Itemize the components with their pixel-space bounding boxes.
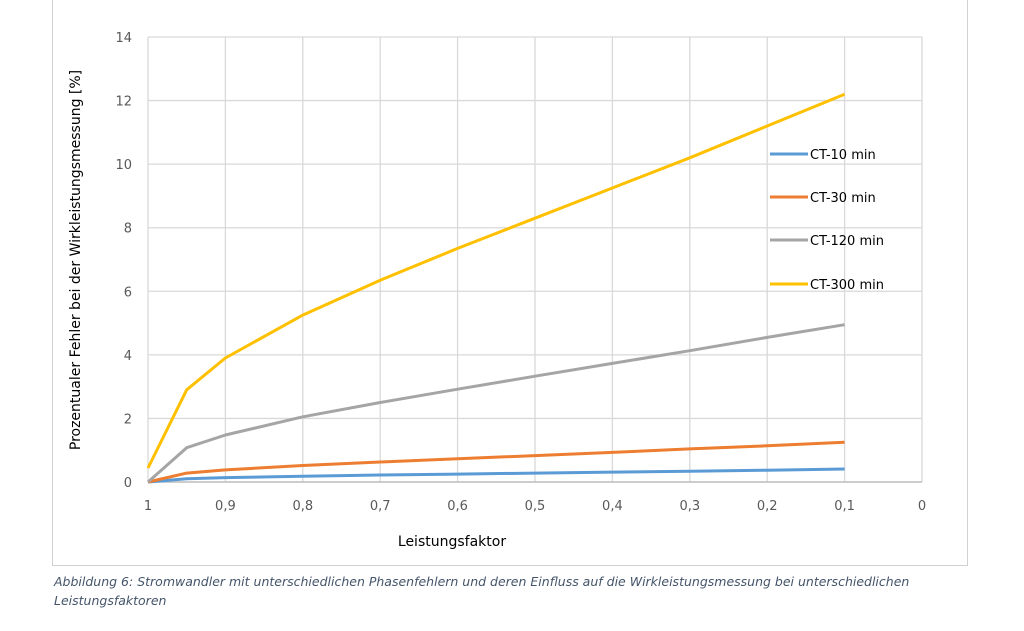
- x-tick-label: 0,5: [525, 499, 546, 514]
- x-tick-label: 0,4: [602, 499, 623, 514]
- y-tick-label: 12: [115, 95, 132, 110]
- x-axis-ticks: 1 0,9 0,8 0,7 0,6 0,5 0,4 0,3 0,2 0,1 0: [144, 499, 926, 514]
- legend: CT-10 min CT-30 min CT-120 min CT-300 min: [770, 148, 884, 293]
- x-tick-label: 0,8: [292, 499, 313, 514]
- figure-caption: Abbildung 6: Stromwandler mit unterschie…: [54, 574, 910, 608]
- y-tick-label: 10: [115, 158, 132, 173]
- x-tick-label: 0,7: [370, 499, 391, 514]
- y-axis-ticks: 0 2 4 6 8 10 12 14: [115, 31, 132, 491]
- legend-label: CT-30 min: [810, 191, 876, 206]
- x-tick-label: 0,1: [834, 499, 855, 514]
- legend-item: CT-120 min: [770, 234, 884, 249]
- x-tick-label: 0: [918, 499, 926, 514]
- series-line-ct-10-min: [147, 467, 845, 484]
- series-line-ct-120-min: [147, 323, 845, 484]
- x-tick-label: 0,6: [447, 499, 468, 514]
- line-chart: 0 2 4 6 8 10 12 14 1 0,9 0,8 0,7 0,6 0,5 0,4 0,3 0,2 0,1…: [68, 31, 926, 550]
- grid-lines: [147, 36, 923, 483]
- legend-label: CT-10 min: [810, 148, 876, 163]
- y-tick-label: 6: [124, 285, 132, 300]
- y-tick-label: 4: [124, 349, 132, 364]
- x-tick-label: 1: [144, 499, 152, 514]
- y-tick-label: 0: [124, 476, 132, 491]
- legend-item: CT-30 min: [770, 191, 876, 206]
- legend-item: CT-300 min: [770, 278, 884, 293]
- legend-label: CT-120 min: [810, 234, 884, 249]
- x-tick-label: 0,3: [679, 499, 700, 514]
- series-line-ct-300-min: [146, 92, 846, 469]
- x-tick-label: 0,9: [215, 499, 236, 514]
- y-tick-label: 2: [124, 412, 132, 427]
- x-tick-label: 0,2: [757, 499, 778, 514]
- legend-label: CT-300 min: [810, 278, 884, 293]
- x-axis-title: Leistungsfaktor: [398, 534, 506, 550]
- data-series: [146, 92, 846, 484]
- series-line-ct-30-min: [147, 440, 845, 484]
- y-tick-label: 14: [115, 31, 132, 46]
- legend-item: CT-10 min: [770, 148, 876, 163]
- y-tick-label: 8: [124, 222, 132, 237]
- y-axis-title: Prozentualer Fehler bei der Wirkleistung…: [68, 70, 84, 450]
